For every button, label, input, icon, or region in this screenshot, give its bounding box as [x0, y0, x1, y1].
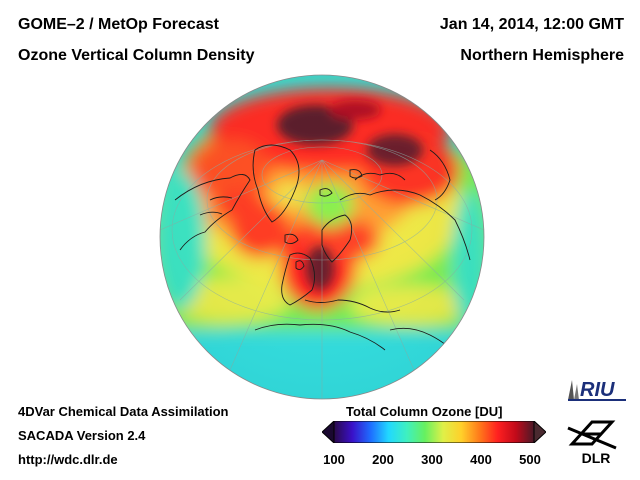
title-line2: Ozone Vertical Column Density — [18, 47, 255, 64]
dlr-logo-text: DLR — [582, 450, 611, 466]
colorbar — [322, 421, 546, 443]
colorbar-high-arrow — [533, 421, 546, 443]
tick-label-200: 200 — [372, 452, 394, 467]
dlr-logo: DLR — [567, 420, 617, 466]
riu-logo-text: RIU — [580, 379, 615, 401]
title-line1: GOME–2 / MetOp Forecast — [18, 16, 219, 33]
colorbar-gradient — [333, 421, 535, 443]
forecast-datetime: Jan 14, 2014, 12:00 GMT — [439, 16, 624, 33]
footer-method: 4DVar Chemical Data Assimilation — [18, 404, 229, 419]
colorbar-title: Total Column Ozone [DU] — [346, 404, 503, 419]
globe-outline — [159, 74, 485, 400]
riu-logo: RIU — [568, 379, 626, 401]
tick-label-300: 300 — [421, 452, 443, 467]
tick-label-400: 400 — [470, 452, 492, 467]
tick-label-100: 100 — [323, 452, 345, 467]
footer-version: SACADA Version 2.4 — [18, 428, 146, 443]
footer-url[interactable]: http://wdc.dlr.de — [18, 452, 118, 467]
ozone-globe-map — [159, 74, 485, 400]
hemisphere-label: Northern Hemisphere — [460, 47, 624, 64]
tick-label-500: 500 — [519, 452, 541, 467]
colorbar-low-arrow — [322, 421, 335, 443]
